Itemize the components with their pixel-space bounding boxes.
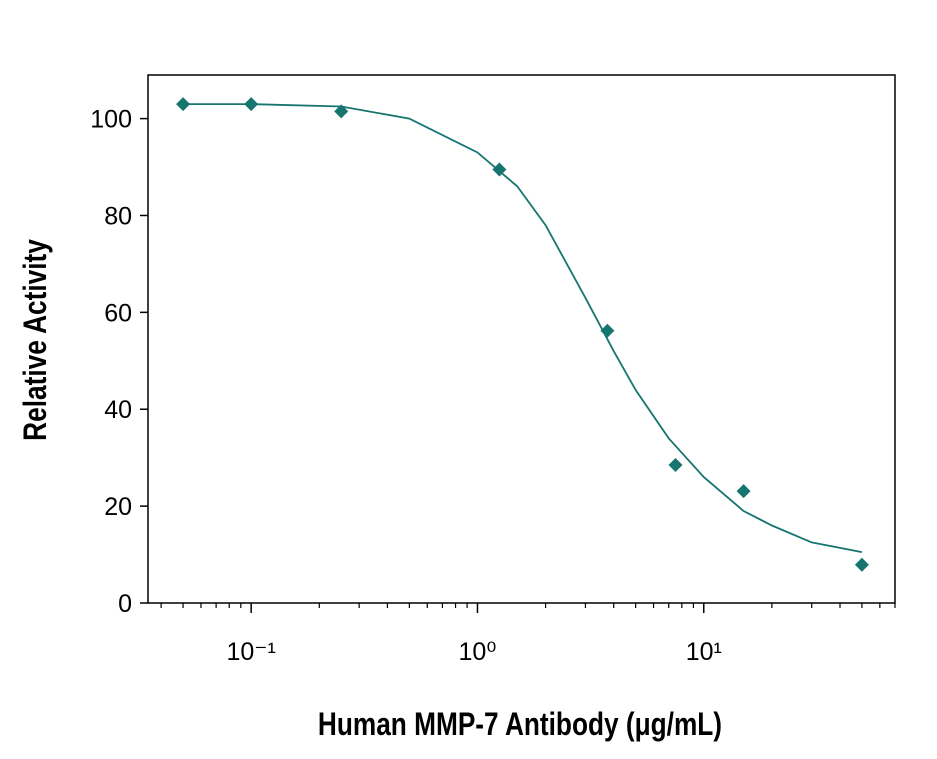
data-point [668, 457, 683, 472]
data-point [492, 162, 507, 177]
x-tick-label: 10⁰ [459, 638, 497, 666]
data-point [600, 323, 615, 338]
y-tick-label: 100 [90, 106, 132, 134]
data-point [334, 104, 349, 119]
y-tick-label: 20 [104, 493, 132, 521]
x-axis-title: Human MMP-7 Antibody (μg/mL) [318, 708, 722, 743]
plot-frame [147, 74, 896, 604]
data-point [736, 484, 751, 499]
y-tick-label: 80 [104, 202, 132, 230]
y-axis-title: Relative Activity [19, 239, 54, 441]
x-tick-label: 10⁻¹ [227, 638, 276, 666]
y-tick-label: 40 [104, 396, 132, 424]
data-point [176, 97, 191, 112]
data-point [854, 557, 869, 572]
y-tick-label: 0 [118, 590, 132, 618]
fit-curve [183, 103, 863, 553]
x-tick-label: 10¹ [686, 638, 722, 666]
data-point [244, 97, 259, 112]
y-tick-label: 60 [104, 299, 132, 327]
